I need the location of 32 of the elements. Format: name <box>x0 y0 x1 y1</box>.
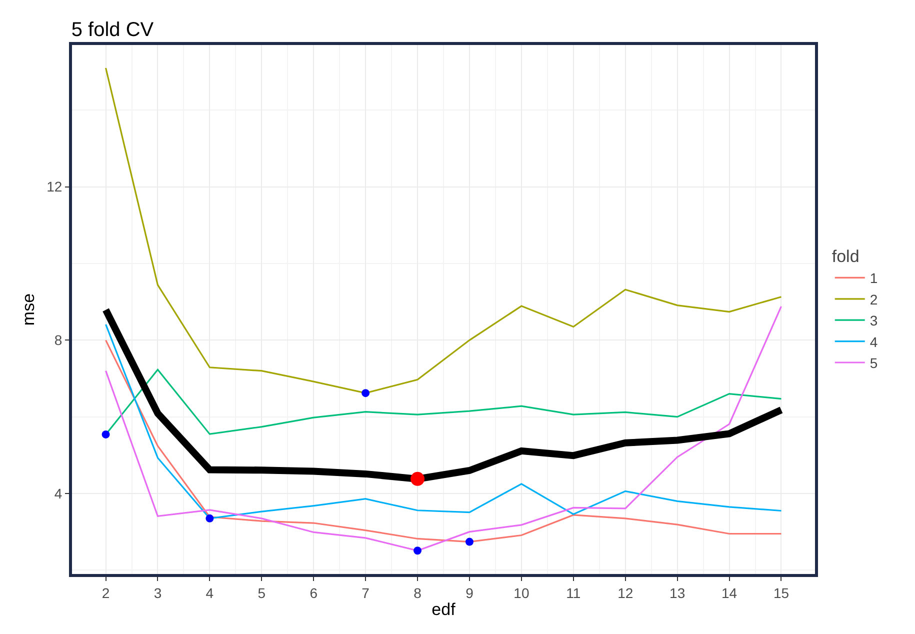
x-tick-label: 11 <box>566 584 581 601</box>
x-tick-label: 13 <box>670 584 686 601</box>
y-tick-label: 12 <box>46 178 62 195</box>
y-tick-label: 8 <box>54 332 62 348</box>
x-tick-label: 14 <box>721 584 738 601</box>
x-tick-label: 6 <box>310 584 318 601</box>
x-tick-label: 2 <box>102 584 110 601</box>
legend-label: 4 <box>870 334 878 350</box>
legend-title: fold <box>832 247 860 266</box>
legend-label: 1 <box>870 270 878 286</box>
point <box>102 430 110 438</box>
x-axis-title: edf <box>432 600 456 620</box>
x-tick-label: 7 <box>362 584 370 601</box>
y-axis-title: mse <box>19 293 38 326</box>
x-tick-label: 12 <box>618 584 634 601</box>
x-tick-label: 10 <box>514 584 530 601</box>
chart-title: 5 fold CV <box>71 19 154 42</box>
x-tick-label: 5 <box>258 584 266 601</box>
x-tick-label: 3 <box>154 584 162 601</box>
point <box>414 546 422 555</box>
x-tick-label: 8 <box>414 584 422 601</box>
y-tick-label: 4 <box>54 485 62 502</box>
point <box>206 514 214 522</box>
x-tick-label: 4 <box>206 584 214 601</box>
point <box>410 472 425 486</box>
point <box>465 538 474 546</box>
x-tick-label: 9 <box>466 584 474 601</box>
point <box>362 389 370 398</box>
legend-label: 3 <box>870 312 878 329</box>
legend-label: 5 <box>870 354 878 371</box>
legend-label: 2 <box>870 291 878 308</box>
x-tick-label: 15 <box>773 584 790 601</box>
